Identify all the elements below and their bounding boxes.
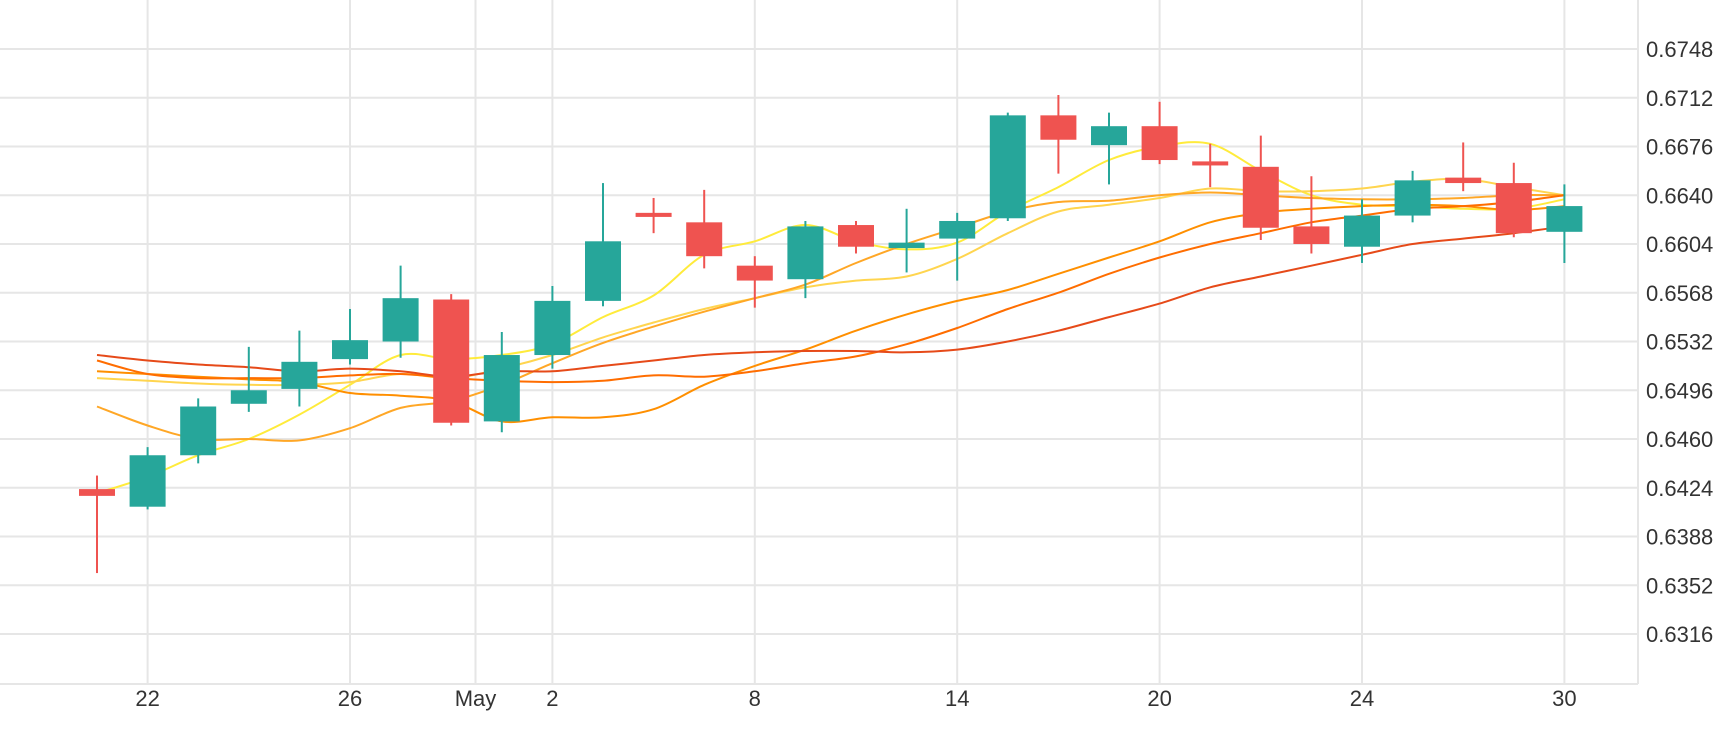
candle — [1040, 95, 1077, 174]
candle-body — [736, 265, 773, 281]
candle — [888, 208, 925, 273]
ma-line-2 — [96, 177, 1565, 387]
price-tick-label: 0.6316 — [1646, 622, 1713, 647]
candle — [180, 398, 217, 464]
candle — [433, 294, 470, 426]
ma-line-1 — [96, 141, 1565, 495]
time-tick-label: 26 — [338, 686, 362, 711]
candle-body — [1445, 177, 1482, 184]
price-tick-label: 0.6568 — [1646, 281, 1713, 306]
price-tick-label: 0.6496 — [1646, 378, 1713, 403]
candle-body — [585, 241, 621, 301]
time-tick-label: 24 — [1350, 686, 1374, 711]
ma-line-6 — [96, 225, 1565, 378]
candle — [787, 220, 824, 299]
candle — [332, 309, 368, 365]
price-tick-label: 0.6460 — [1646, 427, 1713, 452]
candle-body — [1344, 215, 1380, 247]
candle — [382, 265, 419, 358]
moving-average-lines — [96, 141, 1565, 495]
candle — [281, 330, 318, 407]
candle — [736, 256, 773, 308]
time-tick-label: 20 — [1147, 686, 1171, 711]
price-tick-label: 0.6604 — [1646, 232, 1713, 257]
candle — [635, 197, 672, 234]
price-tick-label: 0.6712 — [1646, 86, 1713, 111]
price-tick-label: 0.6676 — [1646, 135, 1713, 160]
candle — [79, 475, 115, 574]
candle — [230, 346, 267, 412]
price-tick-label: 0.6532 — [1646, 330, 1713, 355]
candle-body — [989, 115, 1026, 219]
candle-body — [1192, 161, 1229, 166]
candle-body — [1141, 126, 1178, 161]
candle — [129, 447, 166, 510]
time-tick-label: 2 — [546, 686, 558, 711]
ma-line-4 — [96, 203, 1565, 424]
candle-body — [686, 222, 723, 257]
ma-line-3 — [96, 191, 1565, 442]
candle-body — [888, 242, 925, 249]
candle-body — [483, 355, 520, 422]
candle — [1242, 135, 1279, 240]
price-axis-labels: 0.6316 0.6352 0.6388 0.6424 0.6460 0.6496 0.65… — [1646, 37, 1713, 647]
candle-body — [230, 390, 267, 404]
candle-body — [534, 300, 571, 356]
candle — [939, 212, 976, 281]
horizontal-grid — [0, 48, 1638, 635]
candle-body — [1394, 180, 1431, 216]
candle-body — [433, 299, 470, 423]
time-axis-labels: 22 26 May 2 8 14 20 24 30 — [135, 686, 1576, 711]
candle — [1293, 176, 1330, 254]
candle-body — [1546, 206, 1583, 232]
candle — [1141, 101, 1178, 165]
time-tick-label: May — [455, 686, 497, 711]
candle-body — [382, 298, 419, 342]
candle — [1394, 170, 1431, 223]
candle-body — [332, 340, 368, 360]
price-tick-label: 0.6424 — [1646, 476, 1713, 501]
time-tick-label: 22 — [135, 686, 159, 711]
candle-body — [838, 225, 874, 247]
candle-body — [281, 361, 318, 389]
time-tick-label: 14 — [945, 686, 969, 711]
candle — [585, 183, 621, 307]
candle — [483, 332, 520, 433]
candle — [1546, 184, 1583, 263]
candle-body — [129, 455, 166, 507]
candle-body — [787, 226, 824, 280]
candle-body — [180, 406, 217, 456]
candle — [1445, 142, 1482, 192]
time-tick-label: 8 — [749, 686, 761, 711]
candles — [79, 95, 1583, 574]
candle — [1495, 162, 1532, 238]
candle — [686, 189, 723, 269]
candle-body — [1242, 166, 1279, 228]
candle — [1344, 199, 1380, 263]
candle-body — [635, 212, 672, 217]
ma-line-5 — [96, 194, 1565, 384]
candle-body — [1040, 115, 1077, 140]
price-tick-label: 0.6388 — [1646, 525, 1713, 550]
time-tick-label: 30 — [1552, 686, 1576, 711]
price-tick-label: 0.6640 — [1646, 183, 1713, 208]
candle-body — [1293, 226, 1330, 244]
candle — [534, 285, 571, 369]
candle — [989, 112, 1026, 221]
candle-body — [1091, 126, 1127, 146]
candle-body — [79, 489, 115, 496]
price-tick-label: 0.6748 — [1646, 37, 1713, 62]
candle — [1091, 112, 1127, 185]
candle — [838, 220, 874, 254]
candle — [1192, 143, 1229, 188]
candle-body — [939, 220, 976, 239]
price-tick-label: 0.6352 — [1646, 573, 1713, 598]
candle-body — [1495, 183, 1532, 234]
